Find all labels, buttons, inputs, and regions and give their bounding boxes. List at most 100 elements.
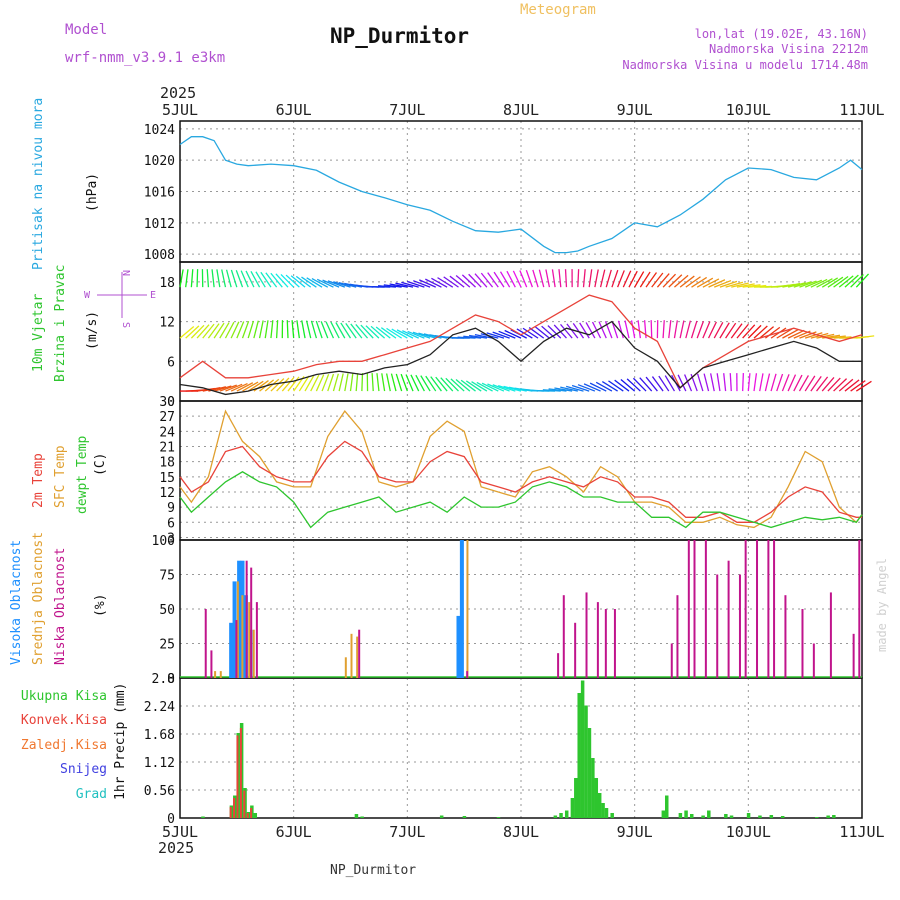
wind-arrow xyxy=(355,324,369,339)
wind-arrow xyxy=(321,374,330,392)
y-tick-label: 2.24 xyxy=(144,700,175,715)
wind-arrow xyxy=(286,320,289,339)
credit-label: made by Angel xyxy=(875,558,889,652)
wind-arrow xyxy=(759,326,775,339)
wind-arrow xyxy=(270,320,274,339)
precip-bar xyxy=(661,810,666,818)
wind-arrow xyxy=(344,373,349,392)
precip-bar xyxy=(729,815,734,818)
wind-arrow xyxy=(810,278,828,288)
x-tick-label-bottom: 8JUL xyxy=(503,823,539,841)
wind-arrow xyxy=(624,320,630,339)
wind-arrow xyxy=(419,279,437,288)
wind-arrow xyxy=(753,325,768,339)
wind-arrow xyxy=(325,321,335,339)
wind-arrow xyxy=(617,320,624,339)
precip-bar xyxy=(246,813,249,818)
wind-arrow xyxy=(407,330,425,339)
wind-arrow xyxy=(327,280,346,288)
wind-arrow xyxy=(764,373,771,392)
wind-arrow xyxy=(440,377,454,392)
wind-arrow xyxy=(270,272,283,288)
wind-arrow xyxy=(413,280,431,288)
wind-arrow xyxy=(558,269,562,288)
wind-arrow xyxy=(856,335,875,339)
wind-arrow xyxy=(430,376,442,392)
wind-arrow xyxy=(605,269,612,288)
precip-bar xyxy=(591,758,595,818)
wind-arrow xyxy=(855,273,870,288)
wind-arrow xyxy=(391,328,408,339)
y-tick-label: 1024 xyxy=(144,123,175,138)
wind-arrow xyxy=(401,281,419,288)
precip-bar xyxy=(574,778,578,818)
wind-arrow xyxy=(260,271,272,288)
footer-label: NP_Durmitor xyxy=(330,863,416,878)
cloud-bar xyxy=(252,629,255,678)
precip-bar xyxy=(201,816,205,818)
model-label: Model xyxy=(65,22,107,38)
temp2m-line xyxy=(179,440,862,523)
wind-arrow xyxy=(804,332,823,339)
wind-arrow xyxy=(480,272,494,288)
wind-arrow xyxy=(821,277,839,288)
wind-arrow xyxy=(585,322,596,339)
cloud-bar xyxy=(574,622,577,678)
wind-arrow xyxy=(285,274,300,288)
wind-arrow xyxy=(798,375,809,392)
model-altitude-label: Nadmorska Visina u modelu 1714.48m xyxy=(622,58,868,72)
wind-arrow xyxy=(645,272,658,288)
wind-arrow xyxy=(713,321,724,339)
cloud-bar xyxy=(456,615,461,678)
wind-arrow xyxy=(395,282,414,288)
wind-arrow xyxy=(630,320,636,339)
wind-arrow xyxy=(365,325,380,339)
wind-arrow xyxy=(723,373,727,392)
wind-arrow xyxy=(376,373,380,392)
wind-arrow xyxy=(651,272,664,288)
y-tick-label: 15 xyxy=(159,471,175,486)
wind-arrow xyxy=(748,284,767,288)
wind-arrow xyxy=(753,373,758,392)
cloud-bar xyxy=(585,592,588,678)
wind-arrow xyxy=(400,373,408,392)
x-tick-label-bottom: 6JUL xyxy=(276,823,312,841)
wind-arrow xyxy=(385,373,391,392)
wind-arrow xyxy=(396,329,414,339)
wind-arrow xyxy=(850,274,864,288)
wind-arrow xyxy=(560,386,578,392)
wind-arrow xyxy=(327,373,335,392)
wind-arrow xyxy=(589,382,607,392)
wind-arrow xyxy=(219,322,230,339)
cloud-bar xyxy=(738,574,741,678)
wind-arrow xyxy=(370,325,386,339)
wind-arrow xyxy=(782,328,799,339)
wind-arrow xyxy=(301,320,306,339)
wind-arrow xyxy=(816,376,829,392)
wind-arrow xyxy=(250,271,261,288)
cloud-bar xyxy=(358,629,361,678)
wind-arrow xyxy=(759,373,764,392)
wind-arrow xyxy=(492,331,510,339)
wind-arrow xyxy=(799,331,817,339)
wind-arrow xyxy=(719,280,738,288)
wind-arrow xyxy=(551,269,556,288)
wind-arrow xyxy=(691,276,708,288)
cloud-bar xyxy=(767,540,770,678)
wind-arrow xyxy=(386,327,403,339)
wind-arrow xyxy=(685,320,692,339)
wind-arrow xyxy=(311,277,329,288)
wind-arrow xyxy=(389,283,408,288)
wind-arrow xyxy=(673,320,678,339)
wind-arrow xyxy=(338,281,357,288)
wind-arrow xyxy=(301,276,317,288)
cloud-bar xyxy=(829,592,832,678)
precip-bar xyxy=(758,815,762,818)
precip-bar xyxy=(236,735,239,818)
wind-arrow xyxy=(225,383,243,392)
y-tick-label: 1020 xyxy=(144,154,175,169)
gust-line xyxy=(179,294,863,389)
wind-arrow xyxy=(305,320,312,339)
wind-arrow xyxy=(295,275,312,288)
y-tick-label: 50 xyxy=(159,603,175,618)
